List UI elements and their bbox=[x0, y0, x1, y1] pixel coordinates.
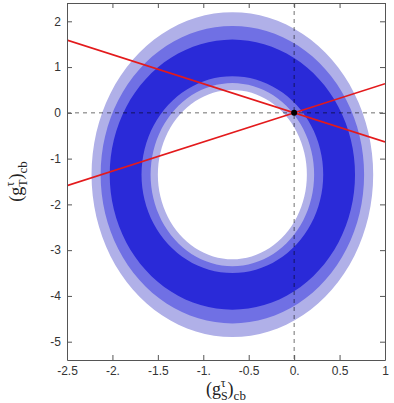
tick-label: 0.5 bbox=[332, 364, 349, 378]
tick bbox=[380, 67, 385, 68]
tick bbox=[340, 3, 341, 8]
tick-mark bbox=[340, 355, 341, 360]
tick-label: 0 bbox=[54, 106, 61, 120]
tick: 2 bbox=[54, 15, 72, 29]
tick: 0 bbox=[54, 106, 72, 120]
tick: -4 bbox=[50, 289, 72, 303]
tick-mark bbox=[340, 3, 341, 8]
tick bbox=[203, 3, 204, 8]
tick-mark bbox=[67, 21, 72, 22]
tick-label: 1 bbox=[54, 60, 61, 74]
x-axis-top bbox=[68, 3, 386, 8]
tick-label: -3 bbox=[50, 243, 61, 257]
axis-title-part: (g bbox=[206, 379, 221, 400]
tick bbox=[380, 296, 385, 297]
axis-title-part: τ bbox=[3, 181, 17, 186]
tick-mark bbox=[380, 250, 385, 251]
axis-title-part: (g bbox=[6, 187, 27, 202]
tick-mark bbox=[203, 355, 204, 360]
tick-mark bbox=[67, 113, 72, 114]
axis-title: (gTτ)cb bbox=[3, 161, 30, 201]
tick bbox=[158, 3, 159, 8]
tick-mark bbox=[203, 3, 204, 8]
tick: -0.5 bbox=[239, 355, 260, 378]
tick-label: -2.5 bbox=[57, 364, 78, 378]
axis-line bbox=[68, 3, 386, 4]
constraint-line bbox=[67, 40, 385, 142]
tick: -2. bbox=[106, 355, 120, 378]
axis-title-part: τ bbox=[221, 376, 226, 390]
tick: 1 bbox=[54, 60, 72, 74]
tick bbox=[380, 21, 385, 22]
tick-mark bbox=[249, 355, 250, 360]
tick bbox=[380, 113, 385, 114]
tick bbox=[380, 342, 385, 343]
reference-line bbox=[294, 3, 295, 360]
x-axis: -2.5 -2. -1.5 -1. -0.5 0. 0.5 1 bbox=[57, 355, 389, 378]
tick: -3 bbox=[50, 243, 72, 257]
point bbox=[291, 110, 297, 116]
tick-mark bbox=[112, 355, 113, 360]
tick: -1 bbox=[50, 152, 72, 166]
tick: 0.5 bbox=[332, 355, 349, 378]
axis-line bbox=[385, 4, 386, 361]
tick-mark bbox=[112, 3, 113, 8]
confidence-region bbox=[101, 26, 364, 324]
chart: -2.5 -2. -1.5 -1. -0.5 0. 0.5 1 -5 -4 -3 -2 -1 0 1 2 (gS… bbox=[0, 0, 394, 403]
tick: -1. bbox=[197, 355, 211, 378]
x-title-group: (gSτ)cb bbox=[206, 376, 246, 403]
tick-label: -1.5 bbox=[148, 364, 169, 378]
tick-mark bbox=[380, 204, 385, 205]
tick-label: -1. bbox=[197, 364, 211, 378]
tick-label: -2 bbox=[50, 198, 61, 212]
tick-label: -1 bbox=[50, 152, 61, 166]
tick-mark bbox=[67, 342, 72, 343]
y-axis-right bbox=[380, 4, 386, 361]
tick-mark bbox=[67, 159, 72, 160]
axis-line bbox=[67, 4, 68, 361]
axis-line bbox=[68, 360, 386, 361]
tick-label: 2 bbox=[54, 15, 61, 29]
tick-mark bbox=[380, 67, 385, 68]
tick-mark bbox=[67, 250, 72, 251]
plot-area bbox=[67, 3, 385, 360]
tick-mark bbox=[294, 355, 295, 360]
axis-title-part: cb bbox=[234, 388, 246, 403]
tick bbox=[380, 159, 385, 160]
tick bbox=[380, 250, 385, 251]
tick bbox=[380, 204, 385, 205]
tick-mark bbox=[380, 113, 385, 114]
tick-mark bbox=[380, 159, 385, 160]
axis-title: (gSτ)cb bbox=[206, 376, 246, 403]
confidence-region bbox=[110, 40, 355, 310]
tick-mark bbox=[158, 3, 159, 8]
tick-mark bbox=[380, 21, 385, 22]
tick: -2 bbox=[50, 198, 72, 212]
tick-mark bbox=[67, 296, 72, 297]
tick-label: -4 bbox=[50, 289, 61, 303]
tick-label: 1 bbox=[382, 364, 389, 378]
tick: -1.5 bbox=[148, 355, 169, 378]
tick bbox=[249, 3, 250, 8]
tick-label: -2. bbox=[106, 364, 120, 378]
reference-line bbox=[67, 112, 385, 113]
tick bbox=[112, 3, 113, 8]
tick-mark bbox=[158, 355, 159, 360]
axis-title-part: cb bbox=[15, 161, 30, 173]
tick-mark bbox=[249, 3, 250, 8]
tick-label: -5 bbox=[50, 335, 61, 349]
tick: 0. bbox=[290, 355, 300, 378]
tick-mark bbox=[380, 296, 385, 297]
tick-label: 0. bbox=[290, 364, 300, 378]
constraint-line bbox=[67, 84, 385, 186]
tick-label: -0.5 bbox=[239, 364, 260, 378]
tick-mark bbox=[380, 342, 385, 343]
tick-mark bbox=[67, 67, 72, 68]
tick bbox=[294, 3, 295, 8]
tick-mark bbox=[294, 3, 295, 8]
tick-mark bbox=[67, 204, 72, 205]
y-title-group: (gTτ)cb bbox=[3, 161, 30, 201]
tick: -5 bbox=[50, 335, 72, 349]
y-axis: -5 -4 -3 -2 -1 0 1 2 bbox=[50, 4, 72, 361]
